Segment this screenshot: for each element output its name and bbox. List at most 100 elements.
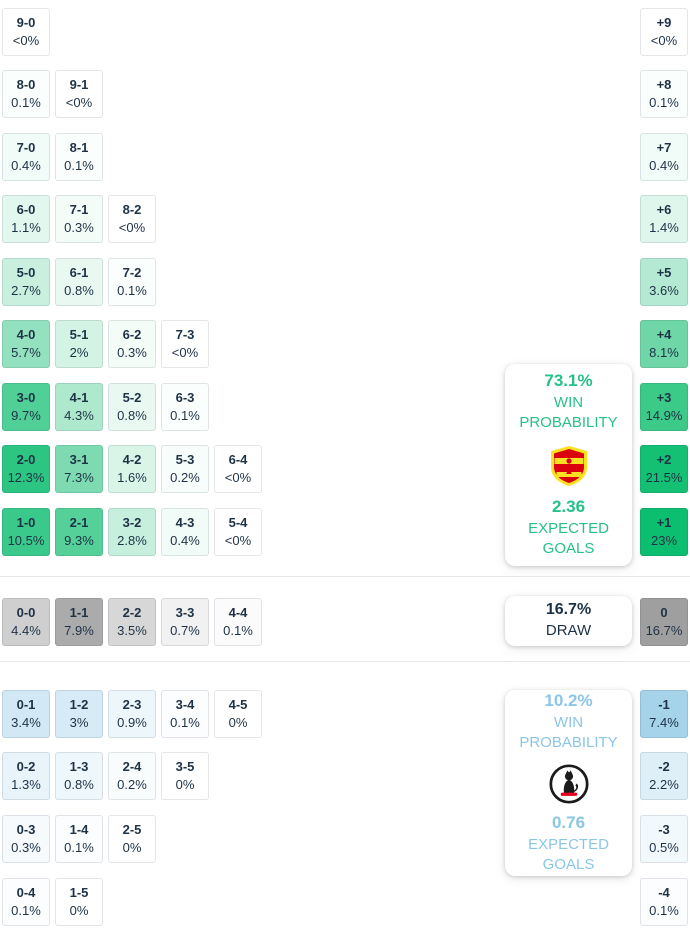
score-cell-3-3[interactable]: 3-3 0.7% [161,598,209,646]
score-probability: 0.9% [117,714,147,730]
score-cell-2-2[interactable]: 2-2 3.5% [108,598,156,646]
score-probability: 3.4% [11,714,41,730]
score-cell-9-1[interactable]: 9-1 <0% [55,70,103,118]
diff-cell-zero[interactable]: 0 16.7% [640,598,688,646]
score-value: 1-5 [69,885,89,901]
diff-cell-plus1[interactable]: +1 23% [640,508,688,556]
score-cell-9-0[interactable]: 9-0 <0% [2,8,50,56]
score-cell-6-0[interactable]: 6-0 1.1% [2,195,50,243]
score-cell-5-4[interactable]: 5-4 <0% [214,508,262,556]
score-cell-4-1[interactable]: 4-1 4.3% [55,383,103,431]
score-cell-5-0[interactable]: 5-0 2.7% [2,258,50,306]
score-value: 1-0 [16,515,36,531]
score-value: 3-0 [16,390,36,406]
score-cell-8-2[interactable]: 8-2 <0% [108,195,156,243]
score-value: 5-3 [175,452,195,468]
score-cell-2-1[interactable]: 2-1 9.3% [55,508,103,556]
diff-cell-plus2[interactable]: +2 21.5% [640,445,688,493]
score-cell-7-2[interactable]: 7-2 0.1% [108,258,156,306]
score-cell-4-5[interactable]: 4-5 0% [214,690,262,738]
score-cell-4-2[interactable]: 4-2 1.6% [108,445,156,493]
score-probability: 5.7% [11,344,41,360]
score-cell-7-1[interactable]: 7-1 0.3% [55,195,103,243]
score-cell-0-2[interactable]: 0-2 1.3% [2,752,50,800]
score-cell-3-2[interactable]: 3-2 2.8% [108,508,156,556]
score-cell-6-1[interactable]: 6-1 0.8% [55,258,103,306]
score-probability: 12.3% [7,469,45,485]
score-probability: 2.8% [117,532,147,548]
diff-cell-plus8[interactable]: +8 0.1% [640,70,688,118]
score-cell-2-4[interactable]: 2-4 0.2% [108,752,156,800]
score-cell-8-0[interactable]: 8-0 0.1% [2,70,50,118]
diff-cell-plus6[interactable]: +6 1.4% [640,195,688,243]
diff-cell-minus4[interactable]: -4 0.1% [640,878,688,926]
diff-cell-minus3[interactable]: -3 0.5% [640,815,688,863]
score-probability: 3% [69,714,89,730]
score-cell-1-3[interactable]: 1-3 0.8% [55,752,103,800]
score-probability: 0.2% [170,469,200,485]
diff-probability: 23% [650,532,678,548]
home-expected-goals-label: EXPECTED GOALS [528,520,609,558]
score-cell-8-1[interactable]: 8-1 0.1% [55,133,103,181]
score-cell-5-3[interactable]: 5-3 0.2% [161,445,209,493]
score-value: 4-4 [228,605,248,621]
diff-cell-plus3[interactable]: +3 14.9% [640,383,688,431]
score-value: 3-3 [175,605,195,621]
diff-probability: 7.4% [649,714,679,730]
score-probability: 0.8% [64,282,94,298]
diff-cell-minus1[interactable]: -1 7.4% [640,690,688,738]
score-value: 6-3 [175,390,195,406]
score-value: 6-4 [228,452,248,468]
diff-value: +2 [656,452,672,468]
score-cell-1-2[interactable]: 1-2 3% [55,690,103,738]
score-probability: 0.1% [223,622,253,638]
score-cell-5-1[interactable]: 5-1 2% [55,320,103,368]
score-cell-1-1[interactable]: 1-1 7.9% [55,598,103,646]
score-cell-1-4[interactable]: 1-4 0.1% [55,815,103,863]
score-cell-2-3[interactable]: 2-3 0.9% [108,690,156,738]
score-cell-7-0[interactable]: 7-0 0.4% [2,133,50,181]
diff-cell-plus4[interactable]: +4 8.1% [640,320,688,368]
score-cell-7-3[interactable]: 7-3 <0% [161,320,209,368]
score-value: 5-0 [16,265,36,281]
score-probability: 0.8% [64,776,94,792]
score-value: 8-0 [16,77,36,93]
score-cell-6-4[interactable]: 6-4 <0% [214,445,262,493]
score-cell-0-0[interactable]: 0-0 4.4% [2,598,50,646]
score-cell-0-1[interactable]: 0-1 3.4% [2,690,50,738]
score-cell-4-0[interactable]: 4-0 5.7% [2,320,50,368]
diff-probability: 2.2% [649,776,679,792]
diff-cell-minus2[interactable]: -2 2.2% [640,752,688,800]
diff-probability: 21.5% [645,469,683,485]
score-value: 4-0 [16,327,36,343]
away-win-summary-card: 10.2% WIN PROBABILITY 0.76 EXPECTED GOAL… [505,690,632,876]
score-cell-2-0[interactable]: 2-0 12.3% [2,445,50,493]
score-value: 0-4 [16,885,36,901]
score-cell-0-3[interactable]: 0-3 0.3% [2,815,50,863]
diff-probability: 1.4% [649,219,679,235]
score-cell-4-3[interactable]: 4-3 0.4% [161,508,209,556]
diff-value: +7 [656,140,672,156]
score-cell-2-5[interactable]: 2-5 0% [108,815,156,863]
diff-cell-plus9[interactable]: +9 <0% [640,8,688,56]
score-cell-1-0[interactable]: 1-0 10.5% [2,508,50,556]
score-probability: 7.9% [64,622,94,638]
score-cell-5-2[interactable]: 5-2 0.8% [108,383,156,431]
score-cell-3-1[interactable]: 3-1 7.3% [55,445,103,493]
home-win-summary-card: 73.1% WIN PROBABILITY 2.36 EXPECTED GOAL… [505,364,632,566]
score-cell-6-2[interactable]: 6-2 0.3% [108,320,156,368]
score-cell-3-4[interactable]: 3-4 0.1% [161,690,209,738]
score-value: 8-2 [122,202,142,218]
score-cell-1-5[interactable]: 1-5 0% [55,878,103,926]
diff-value: 0 [660,605,668,621]
diff-cell-plus5[interactable]: +5 3.6% [640,258,688,306]
score-cell-4-4[interactable]: 4-4 0.1% [214,598,262,646]
score-cell-3-0[interactable]: 3-0 9.7% [2,383,50,431]
score-cell-0-4[interactable]: 0-4 0.1% [2,878,50,926]
diff-cell-plus7[interactable]: +7 0.4% [640,133,688,181]
score-cell-3-5[interactable]: 3-5 0% [161,752,209,800]
diff-value: +9 [656,15,672,31]
diff-probability: 0.1% [649,94,679,110]
diff-probability: 0.1% [649,902,679,918]
score-cell-6-3[interactable]: 6-3 0.1% [161,383,209,431]
